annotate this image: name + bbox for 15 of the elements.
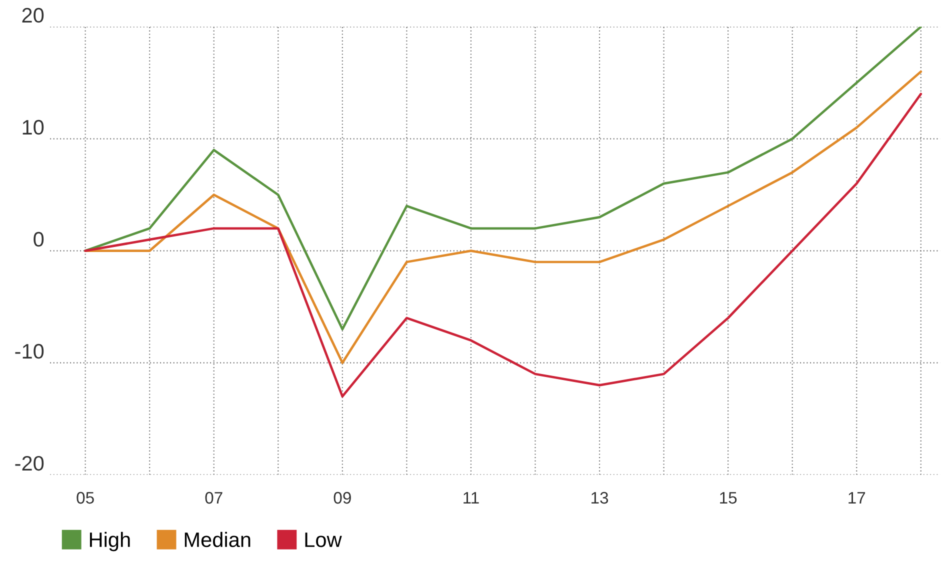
x-tick-label: 13 bbox=[592, 492, 608, 504]
legend-label: Low bbox=[305, 532, 342, 548]
y-tick-label: 20 bbox=[22, 8, 44, 23]
x-tick-label: 17 bbox=[848, 492, 866, 504]
legend-label: Median bbox=[184, 532, 250, 548]
x-tick-label: 07 bbox=[205, 492, 222, 504]
y-tick-label: -20 bbox=[15, 456, 44, 471]
x-tick-label: 11 bbox=[464, 492, 479, 504]
x-tick-label: 15 bbox=[720, 492, 737, 504]
legend-label: High bbox=[90, 532, 130, 552]
y-tick-label: -10 bbox=[15, 344, 44, 359]
x-tick-label: 09 bbox=[334, 492, 351, 504]
y-tick-label: 0 bbox=[34, 232, 44, 247]
x-tick-label: 05 bbox=[76, 492, 94, 504]
y-tick-label: 10 bbox=[22, 120, 44, 135]
